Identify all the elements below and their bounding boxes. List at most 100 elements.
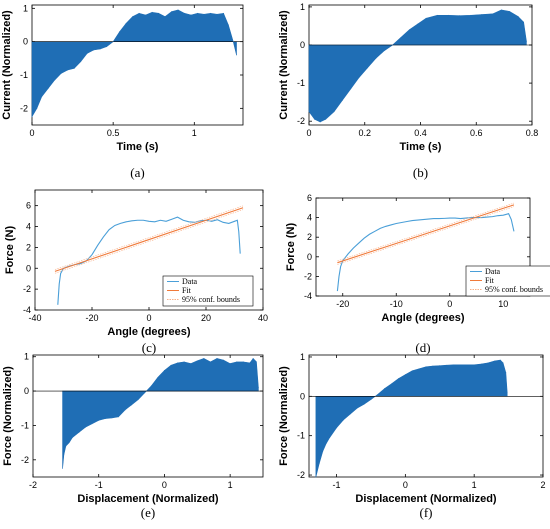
- area-point: [216, 13, 218, 15]
- y-tick-label: 1: [24, 352, 29, 362]
- area-point: [229, 363, 231, 364]
- area-point: [119, 31, 121, 33]
- x-tick-label: 40: [258, 313, 268, 323]
- area-point: [367, 67, 368, 69]
- area-point: [183, 361, 185, 363]
- y-axis-label: Current (Normalized): [1, 10, 13, 120]
- x-tick-label: 0: [306, 128, 311, 138]
- x-tick-label: 0: [162, 480, 167, 490]
- area-point: [411, 370, 413, 372]
- area-point: [190, 14, 192, 16]
- chart-e: -2 -1 0 1 -2 -1 0 1 Displacement (Normalized) For…: [2, 352, 264, 520]
- y-tick-label: -2: [304, 271, 312, 281]
- area-point: [99, 48, 101, 50]
- chart-a: 0 0.5 1 -2 -1 0 1 Time (s) Current (Normalized) (…: [1, 3, 244, 180]
- area-point: [470, 14, 472, 16]
- area-point: [383, 50, 385, 52]
- y-tick-label: 0: [300, 391, 305, 401]
- area-point: [196, 360, 198, 362]
- y-tick-label: 0: [26, 263, 31, 273]
- x-tick-label: -1: [333, 480, 341, 490]
- y-tick-label: -2: [23, 284, 31, 294]
- area-point: [151, 11, 153, 13]
- area-point: [164, 16, 166, 18]
- x-tick-label: 0.5: [107, 128, 120, 138]
- area-point: [31, 116, 33, 118]
- y-tick-label: -1: [21, 420, 29, 430]
- area-point: [342, 99, 343, 101]
- area-point: [131, 404, 132, 406]
- area-point: [184, 12, 185, 14]
- x-tick-label: 0: [146, 313, 151, 323]
- area-point: [492, 13, 494, 15]
- x-tick-label: 0.6: [470, 128, 483, 138]
- area-point: [439, 365, 441, 367]
- y-tick-label: -4: [304, 291, 312, 301]
- y-tick-label: 2: [26, 242, 31, 252]
- y-tick-label: 2: [307, 232, 312, 242]
- area-point: [375, 57, 377, 59]
- panel-caption: (f): [420, 505, 433, 520]
- area-point: [418, 368, 420, 370]
- area-point: [249, 362, 251, 364]
- area-point: [190, 363, 192, 364]
- area-point: [47, 87, 49, 89]
- x-tick-label: 1: [228, 480, 233, 490]
- area-point: [65, 445, 67, 447]
- x-tick-label: 0.8: [526, 128, 539, 138]
- area-point: [499, 359, 501, 361]
- y-tick-label: 1: [300, 352, 305, 362]
- area-point: [85, 426, 86, 428]
- panel-caption: (a): [130, 165, 144, 180]
- area-point: [98, 419, 100, 421]
- x-tick-label: 0.4: [414, 128, 427, 138]
- area-point: [78, 431, 80, 433]
- area-point: [343, 419, 344, 421]
- x-axis-label: Angle (degrees): [381, 312, 464, 324]
- x-tick-label: 1: [472, 480, 477, 490]
- area-point: [333, 111, 335, 113]
- y-tick-label: -4: [23, 305, 31, 315]
- legend-entry: Data: [485, 267, 501, 276]
- area-point: [425, 17, 427, 19]
- area-point: [436, 14, 438, 16]
- y-tick-label: -1: [297, 431, 305, 441]
- y-tick-label: -1: [20, 70, 28, 80]
- area-point: [73, 67, 75, 69]
- area-point: [500, 9, 502, 11]
- panel-caption: (b): [413, 165, 428, 180]
- area-point: [210, 12, 211, 14]
- area-point: [232, 41, 234, 43]
- legend-entry: Fit: [485, 276, 495, 285]
- area-point: [336, 427, 337, 429]
- x-axis-label: Angle (degrees): [107, 326, 190, 338]
- area-point: [363, 403, 365, 405]
- y-tick-label: 0: [24, 386, 29, 396]
- y-axis-label: Force (N): [4, 226, 16, 275]
- area-point: [432, 365, 434, 367]
- area-point: [356, 407, 358, 409]
- y-tick-label: 0: [307, 252, 312, 262]
- x-axis-label: Time (s): [117, 141, 159, 153]
- area-point: [91, 423, 93, 425]
- area-point: [350, 88, 352, 90]
- area-point: [325, 443, 327, 444]
- area-point: [308, 111, 310, 113]
- area-point: [60, 72, 62, 74]
- y-tick-label: 4: [26, 222, 31, 232]
- confidence-bound-line: [337, 206, 515, 265]
- area-point: [157, 376, 159, 378]
- area-point: [481, 14, 483, 15]
- area-point: [318, 462, 320, 464]
- x-tick-label: 0: [447, 299, 452, 309]
- area-point: [315, 476, 317, 478]
- area-point: [460, 364, 461, 366]
- area-point: [487, 362, 489, 364]
- area-point: [41, 96, 43, 98]
- area-point: [112, 41, 114, 43]
- area-point: [86, 52, 88, 54]
- x-axis-label: Time (s): [400, 141, 442, 153]
- confidence-bound-line: [54, 205, 244, 270]
